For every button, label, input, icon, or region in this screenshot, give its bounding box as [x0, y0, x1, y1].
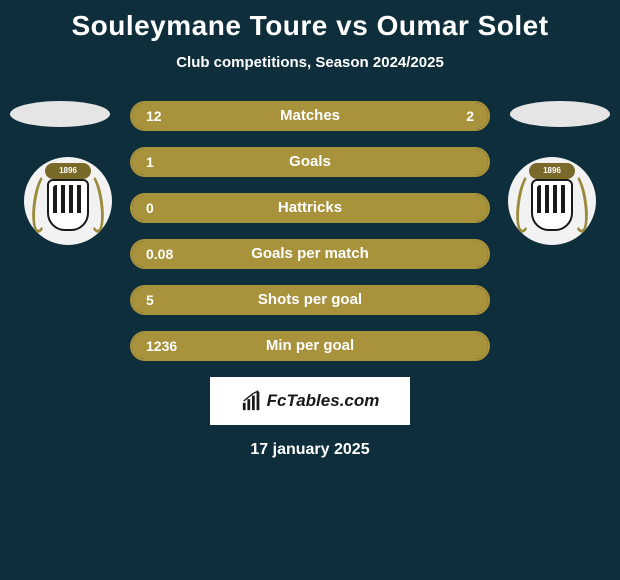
page-title: Souleymane Toure vs Oumar Solet	[0, 0, 620, 42]
bar-fill-right	[417, 103, 488, 129]
subtitle: Club competitions, Season 2024/2025	[0, 54, 620, 71]
stat-value-left: 0	[146, 195, 154, 221]
chart-icon	[241, 390, 263, 412]
club-badge-left: 1896	[24, 157, 112, 245]
stat-value-left: 12	[146, 103, 162, 129]
stat-bar: 0Hattricks	[130, 193, 490, 223]
player-left-ellipse	[10, 101, 110, 127]
badge-graphic: 1896	[37, 165, 99, 237]
stat-value-right: 2	[466, 103, 474, 129]
bar-fill-left	[132, 149, 488, 175]
stat-bar: 12Matches2	[130, 101, 490, 131]
stat-value-left: 0.08	[146, 241, 173, 267]
stat-bar: 1236Min per goal	[130, 331, 490, 361]
stat-value-left: 1	[146, 149, 154, 175]
bar-fill-left	[132, 241, 488, 267]
badge-graphic: 1896	[521, 165, 583, 237]
club-badge-right: 1896	[508, 157, 596, 245]
date-label: 17 january 2025	[0, 441, 620, 459]
fctables-logo: FcTables.com	[210, 377, 410, 425]
stat-value-left: 1236	[146, 333, 177, 359]
stat-bar: 0.08Goals per match	[130, 239, 490, 269]
bar-fill-left	[132, 195, 488, 221]
bar-fill-left	[132, 333, 488, 359]
logo-text: FcTables.com	[267, 391, 380, 411]
player-right-ellipse	[510, 101, 610, 127]
comparison-area: 1896 1896 12Matches2 1Goals 0Hattricks 0.08…	[0, 101, 620, 459]
stat-bar: 1Goals	[130, 147, 490, 177]
stat-value-left: 5	[146, 287, 154, 313]
stat-bar: 5Shots per goal	[130, 285, 490, 315]
bar-fill-left	[132, 103, 417, 129]
stat-bars: 12Matches2 1Goals 0Hattricks 0.08Goals per …	[130, 101, 490, 361]
bar-fill-left	[132, 287, 488, 313]
badge-year: 1896	[529, 163, 575, 179]
badge-year: 1896	[45, 163, 91, 179]
